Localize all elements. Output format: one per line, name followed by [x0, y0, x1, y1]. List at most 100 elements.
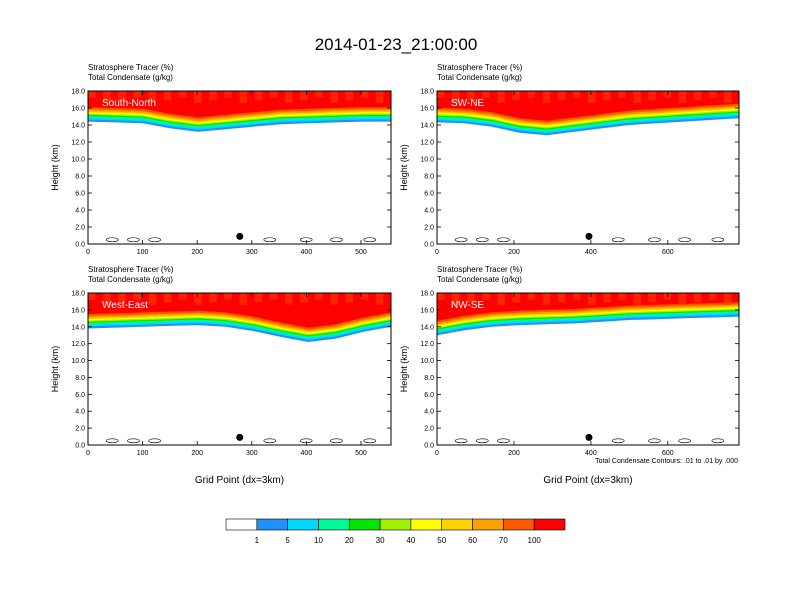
colorbar-swatch	[410, 518, 443, 531]
condensate-contours	[105, 237, 377, 243]
tracer-streak	[194, 91, 202, 103]
x-tick-label: 300	[246, 249, 258, 256]
x-tick-label: 100	[137, 249, 149, 256]
condensate-contour	[678, 438, 691, 444]
tracer-streak	[315, 293, 323, 300]
tracer-streak	[315, 91, 323, 98]
y-tick-label: 16.0	[420, 106, 434, 113]
tracer-streak	[708, 91, 717, 98]
panel-west-east: 0.0 2.0 4.0 6.0 8.0 10.0 12.0 14.0 16.0 18.0 0 100 2…	[50, 265, 392, 486]
tracer-streak	[633, 293, 641, 305]
tracer-streak	[239, 91, 248, 103]
y-tick-label: 4.0	[75, 208, 85, 215]
tracer-streak	[163, 91, 172, 101]
tracer-field	[437, 293, 739, 336]
tracer-streak	[663, 91, 672, 98]
condensate-contour	[648, 237, 661, 243]
location-marker	[585, 232, 593, 240]
y-tick-label: 12.0	[71, 140, 85, 147]
tracer-streak	[678, 293, 687, 305]
tracer-streak	[209, 293, 217, 303]
x-tick-label: 600	[662, 249, 674, 256]
tracer-streak	[269, 91, 278, 98]
x-tick-label: 300	[246, 450, 258, 457]
x-tick-label: 400	[585, 249, 597, 256]
x-tick-label: 500	[355, 450, 367, 457]
tracer-streak	[648, 91, 656, 101]
colorbar-swatch	[348, 518, 381, 531]
colorbar: 1 5 10 20 30 40 50 60 70 100	[225, 518, 566, 545]
tracer-streak	[330, 293, 338, 305]
condensate-contour	[497, 237, 510, 243]
tracer-streak	[603, 293, 611, 303]
tracer-streak	[527, 293, 536, 300]
tracer-streak	[148, 293, 157, 305]
tracer-streak	[603, 91, 611, 101]
y-axis-label: Height (km)	[50, 144, 60, 191]
condensate-title: Total Condensate (g/kg)	[437, 73, 522, 82]
colorbar-swatch	[472, 518, 504, 531]
tracer-streak	[330, 91, 338, 103]
tracer-streak	[633, 91, 641, 103]
colorbar-swatch	[533, 518, 566, 531]
x-tick-label: 0	[86, 450, 90, 457]
tracer-streak	[300, 293, 308, 303]
colorbar-swatch	[379, 518, 412, 531]
tracer-field	[88, 293, 391, 342]
condensate-contour	[648, 438, 661, 444]
y-tick-label: 8.0	[424, 174, 434, 181]
tracer-streak	[648, 293, 656, 303]
tracer-streak	[254, 91, 263, 101]
tracer-streak	[360, 91, 369, 98]
y-tick-label: 18.0	[71, 291, 85, 298]
tracer-streak	[557, 293, 566, 303]
panel-label: SW-NE	[451, 98, 484, 109]
x-axis-label: Grid Point (dx=3km)	[195, 475, 284, 486]
tracer-streak	[512, 91, 521, 101]
condensate-title: Total Condensate (g/kg)	[88, 275, 173, 284]
location-marker	[236, 232, 244, 240]
tracer-title: Stratosphere Tracer (%)	[437, 265, 523, 274]
condensate-contour	[611, 438, 625, 444]
panel-label: West-East	[102, 300, 148, 311]
tracer-streak	[708, 293, 717, 300]
y-tick-label: 2.0	[424, 426, 434, 433]
condensate-contour	[678, 237, 691, 243]
colorbar-swatch	[225, 518, 258, 531]
tracer-field	[437, 91, 739, 136]
tracer-streak	[88, 91, 96, 98]
tracer-streak	[497, 91, 505, 103]
condensate-contour	[711, 438, 725, 444]
y-tick-label: 8.0	[75, 174, 85, 181]
x-tick-label: 100	[137, 450, 149, 457]
tracer-streak	[375, 293, 384, 305]
condensate-contour	[711, 237, 725, 243]
tracer-streak	[103, 293, 111, 305]
tracer-streak	[723, 293, 732, 305]
tracer-streak	[437, 91, 445, 98]
condensate-contour	[148, 237, 161, 243]
y-tick-label: 0.0	[75, 443, 85, 450]
colorbar-swatch	[318, 518, 350, 531]
x-tick-label: 0	[86, 249, 90, 256]
x-tick-label: 400	[585, 450, 597, 457]
y-tick-label: 10.0	[420, 157, 434, 164]
colorbar-label: 100	[528, 536, 542, 545]
tracer-streak	[133, 293, 142, 300]
tracer-title: Stratosphere Tracer (%)	[437, 63, 523, 72]
tracer-streak	[163, 293, 172, 303]
condensate-contour	[127, 237, 140, 243]
y-tick-label: 16.0	[71, 307, 85, 314]
y-tick-label: 0.0	[75, 242, 85, 249]
condensate-contour	[454, 237, 468, 243]
condensate-contours	[454, 438, 725, 444]
condensate-contour	[497, 438, 510, 444]
tracer-streak	[209, 91, 217, 101]
condensate-contour	[330, 438, 343, 444]
y-tick-label: 2.0	[75, 225, 85, 232]
x-tick-label: 0	[435, 249, 439, 256]
tracer-streak	[588, 293, 596, 305]
tracer-streak	[618, 91, 626, 98]
tracer-streak	[618, 293, 626, 300]
tracer-streak	[254, 293, 263, 303]
